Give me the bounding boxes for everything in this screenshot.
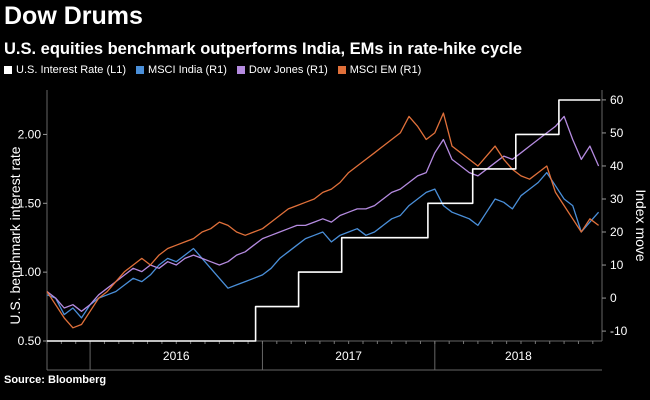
left-tick-label: 2.00 bbox=[18, 127, 42, 141]
x-tick-label: 2017 bbox=[335, 349, 362, 363]
series-line-msci-em-r1 bbox=[46, 112, 599, 329]
right-tick-label: 20 bbox=[610, 225, 624, 239]
legend-item-dow-jones: Dow Jones (R1) bbox=[236, 64, 328, 76]
right-tick-label: 10 bbox=[610, 258, 624, 272]
right-axis-title: Index move bbox=[633, 189, 649, 262]
left-tick-label: 0.50 bbox=[18, 334, 42, 348]
legend-swatch bbox=[337, 66, 346, 74]
left-tick-label: 1.00 bbox=[18, 265, 42, 279]
right-tick-label: 40 bbox=[610, 159, 624, 173]
legend-label: U.S. Interest Rate (L1) bbox=[16, 64, 127, 76]
right-tick-label: 50 bbox=[610, 126, 624, 140]
legend-label: MSCI India (R1) bbox=[148, 64, 227, 76]
legend: U.S. Interest Rate (L1) MSCI India (R1) … bbox=[4, 64, 431, 76]
legend-label: Dow Jones (R1) bbox=[248, 64, 328, 76]
right-tick-label: -10 bbox=[610, 324, 628, 338]
legend-item-msci-india: MSCI India (R1) bbox=[136, 64, 227, 76]
left-tick-label: 1.50 bbox=[18, 196, 42, 210]
x-tick-label: 2016 bbox=[163, 349, 190, 363]
series-line-u-s-interest-rate-l1 bbox=[47, 99, 601, 342]
series-line-msci-india-r1 bbox=[46, 171, 600, 319]
series-line-dow-jones-r1 bbox=[46, 115, 600, 312]
legend-label: MSCI EM (R1) bbox=[349, 64, 422, 76]
left-axis-title: U.S. benchmark interest rate bbox=[7, 146, 23, 324]
legend-item-msci-em: MSCI EM (R1) bbox=[337, 64, 422, 76]
right-tick-label: 0 bbox=[610, 291, 617, 305]
source-note: Source: Bloomberg bbox=[4, 374, 107, 386]
right-tick-label: 60 bbox=[610, 93, 624, 107]
legend-item-us-rate: U.S. Interest Rate (L1) bbox=[4, 64, 126, 76]
legend-swatch bbox=[4, 66, 12, 74]
chart-title: Dow Drums bbox=[4, 2, 143, 30]
legend-swatch bbox=[236, 66, 245, 74]
right-tick-label: 30 bbox=[610, 192, 624, 206]
chart-subtitle: U.S. equities benchmark outperforms Indi… bbox=[4, 40, 523, 58]
x-tick-label: 2018 bbox=[505, 349, 532, 363]
legend-swatch bbox=[136, 66, 145, 74]
